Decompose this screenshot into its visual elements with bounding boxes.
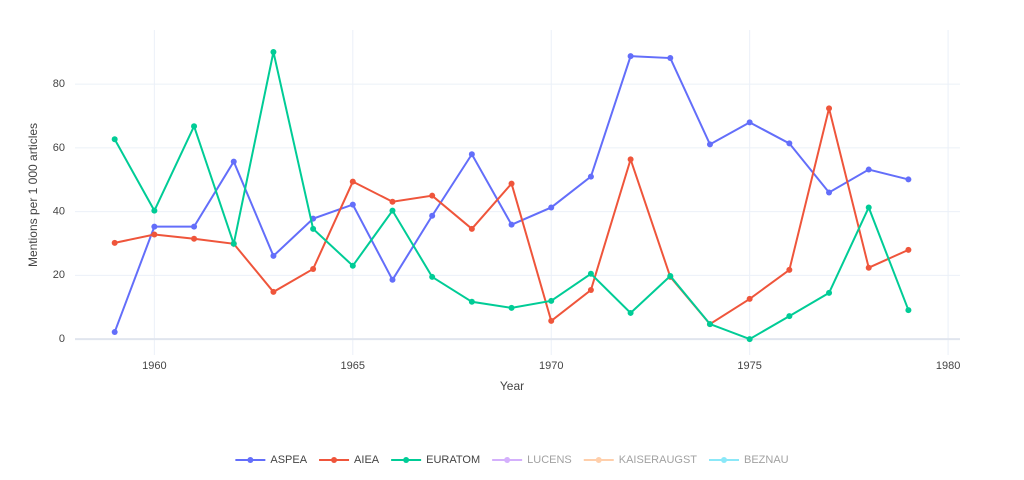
data-point xyxy=(865,264,872,271)
data-point xyxy=(310,265,317,272)
data-point xyxy=(191,235,198,242)
x-tick-label: 1975 xyxy=(737,360,761,372)
y-tick-label: 20 xyxy=(53,269,65,281)
legend-item[interactable]: ASPEA xyxy=(235,454,308,466)
legend-item[interactable]: LUCENS xyxy=(492,454,572,466)
data-point xyxy=(905,246,912,253)
data-point xyxy=(429,273,436,280)
data-point xyxy=(706,321,713,328)
data-point xyxy=(627,309,634,316)
data-point xyxy=(826,289,833,296)
data-point xyxy=(151,207,158,214)
y-tick-label: 80 xyxy=(53,78,65,90)
data-point xyxy=(270,288,277,295)
y-tick-label: 40 xyxy=(53,206,65,218)
data-point xyxy=(111,239,118,246)
data-point xyxy=(151,223,158,230)
data-point xyxy=(905,176,912,183)
data-point xyxy=(548,297,555,304)
x-tick-label: 1970 xyxy=(539,360,563,372)
data-point xyxy=(111,329,118,336)
legend-marker xyxy=(247,457,254,463)
data-point xyxy=(429,212,436,219)
data-point xyxy=(786,313,793,320)
legend-label: AIEA xyxy=(354,454,380,466)
data-point xyxy=(826,189,833,196)
legend-label: ASPEA xyxy=(270,454,307,466)
data-point xyxy=(468,298,475,305)
data-point xyxy=(746,336,753,343)
legend-marker xyxy=(403,457,410,463)
data-point xyxy=(548,317,555,324)
data-point xyxy=(389,198,396,205)
data-point xyxy=(508,180,515,187)
data-point xyxy=(587,287,594,293)
data-point xyxy=(349,178,356,185)
legend-label: KAISERAUGST xyxy=(619,454,698,466)
legend-label: LUCENS xyxy=(527,454,572,466)
data-point xyxy=(111,136,118,143)
data-point xyxy=(706,141,713,148)
data-point xyxy=(826,105,833,112)
data-point xyxy=(587,270,594,277)
data-point xyxy=(310,225,317,232)
data-point xyxy=(151,231,158,238)
data-point xyxy=(389,276,396,283)
legend-marker xyxy=(595,457,602,463)
legend-label: EURATOM xyxy=(426,454,480,466)
data-point xyxy=(270,48,277,55)
x-axis-title: Year xyxy=(500,379,524,393)
data-point xyxy=(468,151,475,158)
legend-label: BEZNAU xyxy=(744,454,789,466)
x-tick-label: 1965 xyxy=(341,360,365,372)
legend-marker xyxy=(721,457,728,463)
data-point xyxy=(429,192,436,199)
data-point xyxy=(230,240,237,247)
data-point xyxy=(746,119,753,126)
y-tick-label: 0 xyxy=(59,333,65,345)
x-tick-label: 1980 xyxy=(936,360,960,372)
legend: ASPEA AIEA EURATOM LUCENS KAISERAUGST BEZNAU xyxy=(235,454,789,466)
data-point xyxy=(548,204,555,211)
data-point xyxy=(865,204,872,211)
legend-item[interactable]: BEZNAU xyxy=(709,454,789,466)
data-point xyxy=(905,307,912,314)
data-point xyxy=(468,225,475,232)
data-point xyxy=(508,221,515,228)
data-point xyxy=(230,158,237,165)
data-point xyxy=(508,304,515,311)
data-point xyxy=(667,55,674,62)
data-point xyxy=(786,266,793,273)
data-point xyxy=(389,207,396,214)
y-tick-label: 60 xyxy=(53,142,65,154)
data-point xyxy=(667,272,674,279)
data-point xyxy=(587,173,594,180)
plot-area xyxy=(75,30,960,355)
data-point xyxy=(191,123,198,130)
data-point xyxy=(786,140,793,147)
legend-item[interactable]: AIEA xyxy=(319,454,380,466)
legend-marker xyxy=(331,457,338,463)
series-line xyxy=(113,51,910,341)
legend-item[interactable]: EURATOM xyxy=(391,454,480,466)
data-point xyxy=(627,156,634,163)
data-point xyxy=(191,223,198,230)
data-point xyxy=(627,53,634,60)
legend-marker xyxy=(504,457,511,463)
data-point xyxy=(349,262,356,269)
data-point xyxy=(746,295,753,302)
legend-item[interactable]: KAISERAUGST xyxy=(583,454,698,466)
data-point xyxy=(865,166,872,173)
x-tick-label: 1960 xyxy=(142,360,166,372)
series-line xyxy=(113,55,909,333)
y-axis-title: Mentions per 1 000 articles xyxy=(26,123,40,267)
data-point xyxy=(270,252,277,259)
data-point xyxy=(349,201,356,208)
